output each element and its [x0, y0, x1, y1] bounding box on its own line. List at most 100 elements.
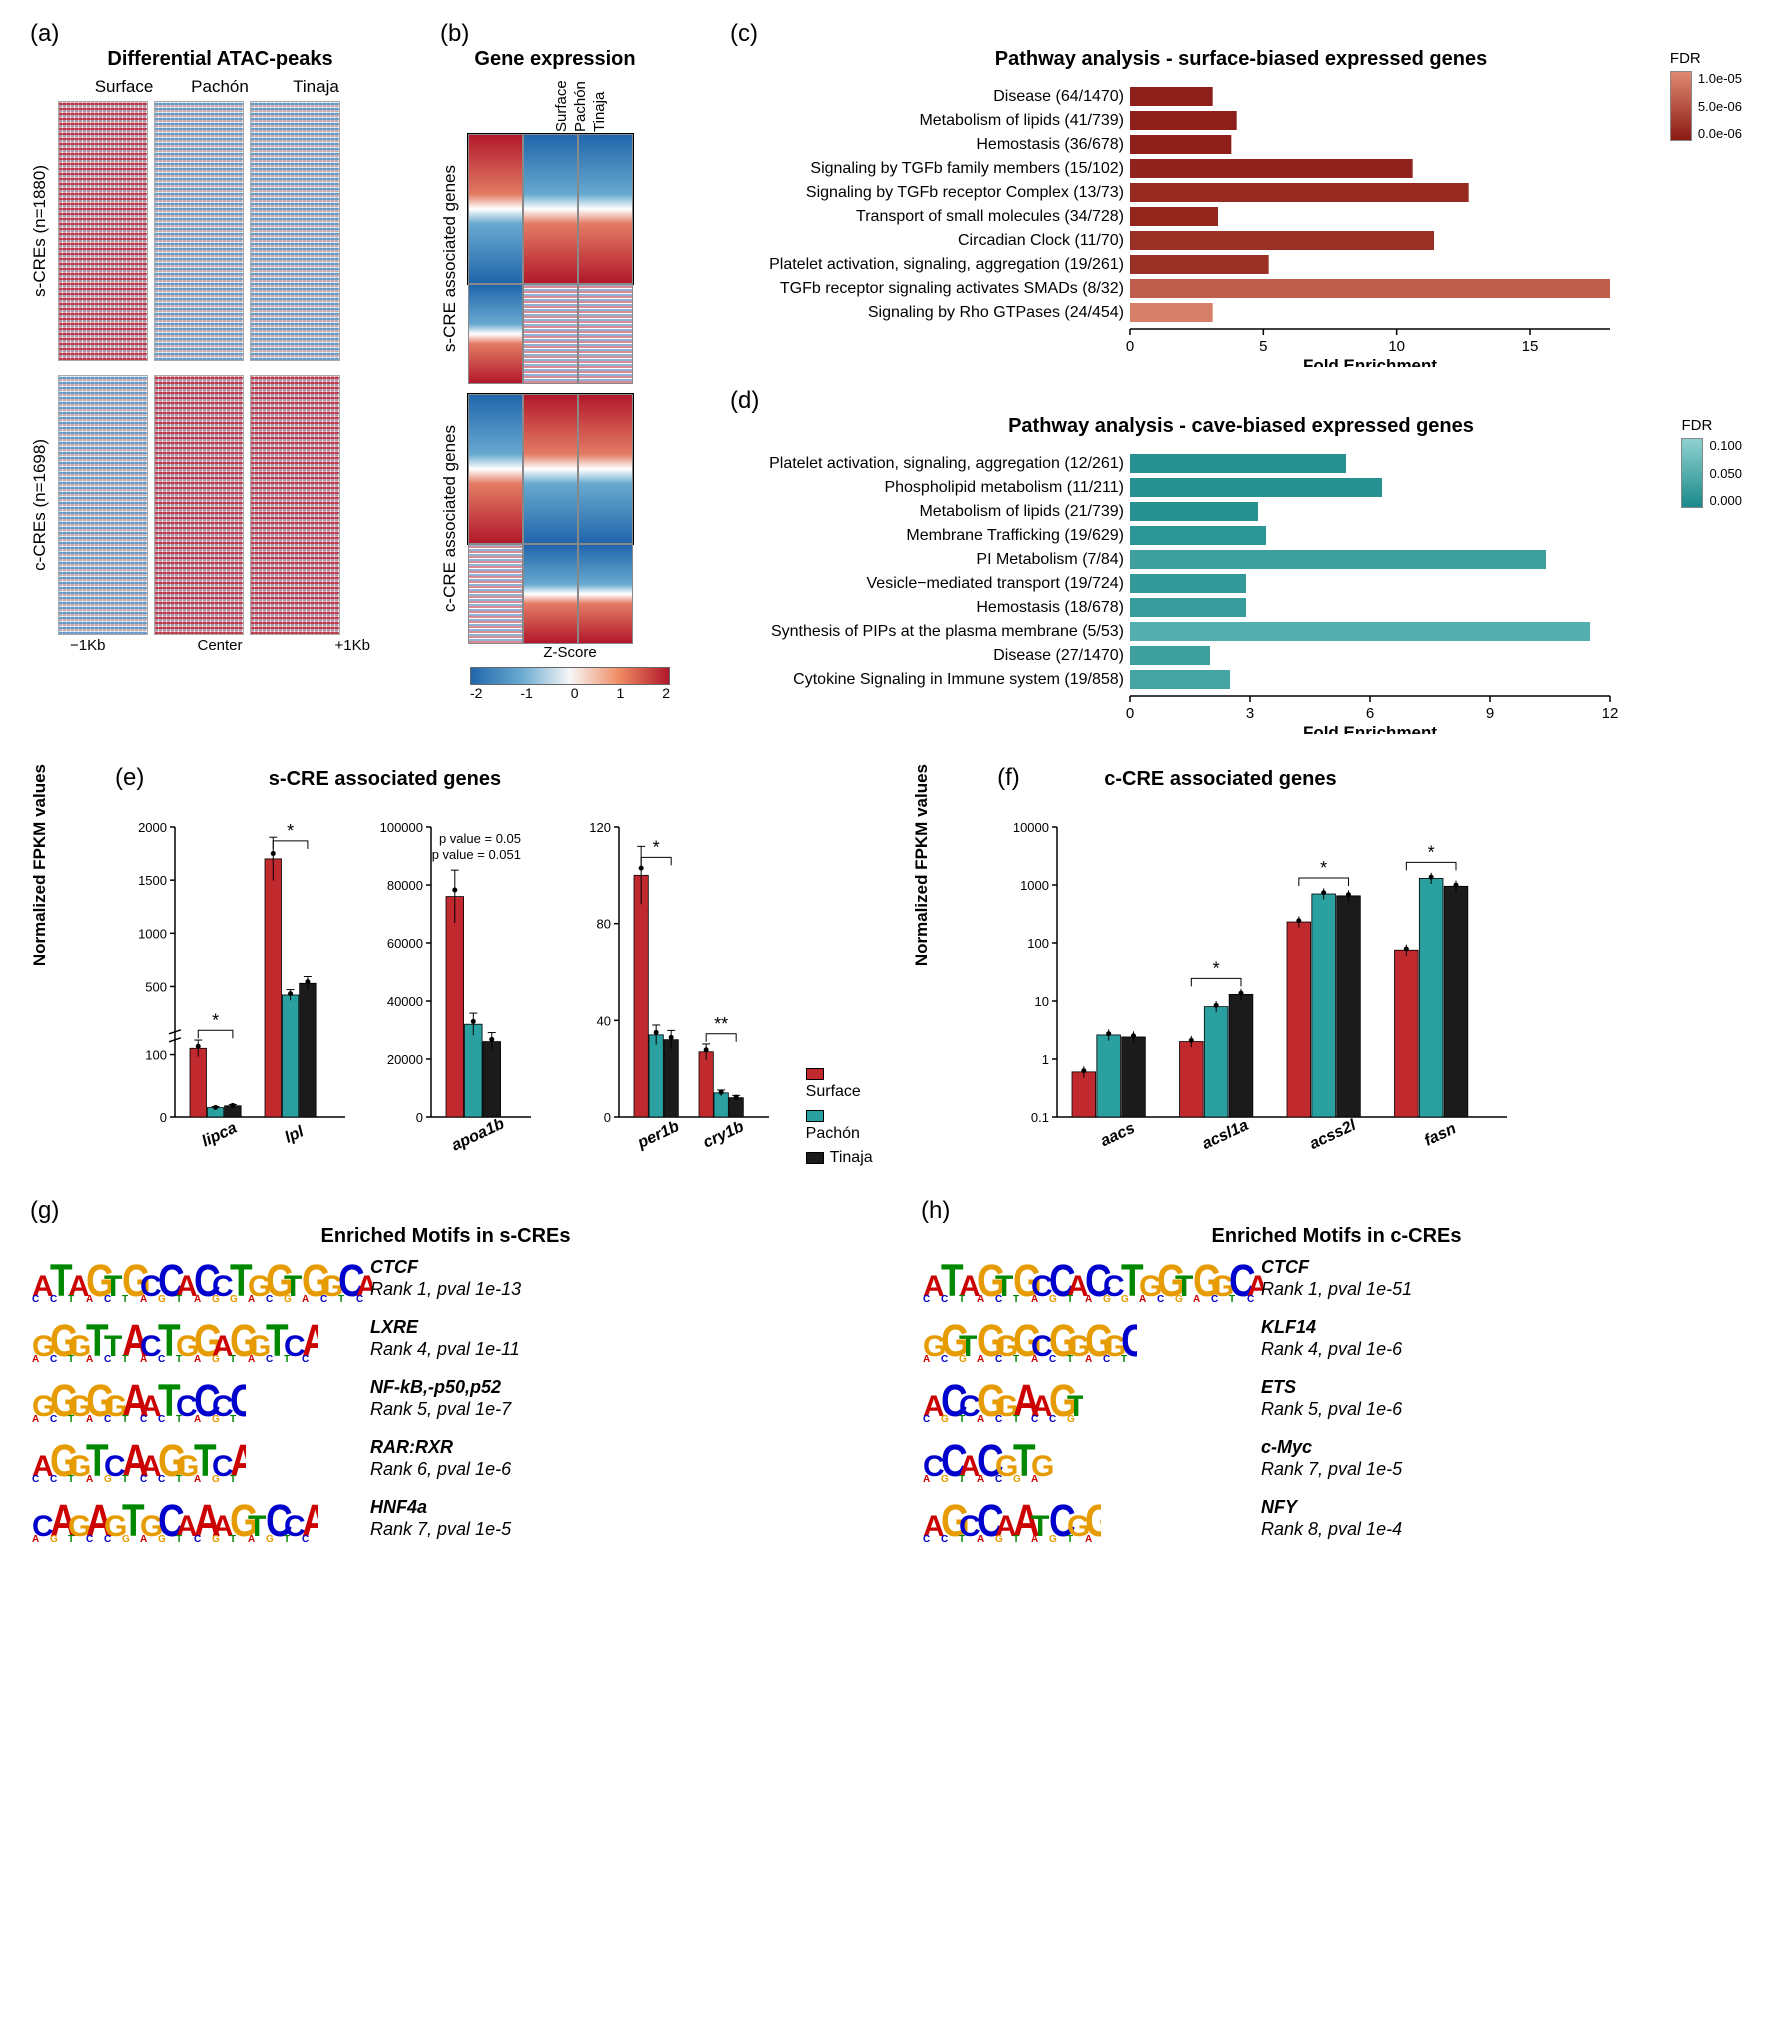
svg-text:*: * — [212, 1010, 219, 1030]
svg-text:C: C — [50, 1294, 57, 1304]
svg-text:C: C — [50, 1414, 57, 1424]
svg-text:G: G — [1067, 1414, 1075, 1424]
svg-text:T: T — [284, 1534, 290, 1544]
svg-text:T: T — [176, 1294, 182, 1304]
svg-text:A: A — [86, 1294, 93, 1304]
svg-text:G: G — [158, 1294, 166, 1304]
motif-meta: RAR:RXRRank 6, pval 1e-6 — [370, 1437, 511, 1480]
svg-text:G: G — [284, 1294, 292, 1304]
svg-text:*: * — [653, 837, 660, 857]
panel-a-xaxis: −1Kb Center +1Kb — [70, 637, 370, 654]
motif-logo: CACGATCAGCTGGA — [921, 1434, 1241, 1484]
svg-text:C: C — [104, 1534, 111, 1544]
svg-text:C: C — [995, 1474, 1002, 1484]
svg-text:80000: 80000 — [387, 878, 423, 893]
row-middle: Normalized FPKM values (e) s-CRE associa… — [30, 764, 1752, 1172]
svg-text:Disease (64/1470): Disease (64/1470) — [993, 88, 1124, 105]
svg-text:Synthesis of PIPs at the plasm: Synthesis of PIPs at the plasma membrane… — [771, 623, 1124, 640]
svg-text:A: A — [248, 1534, 255, 1544]
svg-text:A: A — [977, 1534, 984, 1544]
panel-e-ylabel: Normalized FPKM values — [30, 764, 50, 966]
svg-text:lipca: lipca — [199, 1119, 239, 1150]
svg-text:C: C — [302, 1534, 309, 1544]
svg-text:Signaling by TGFb receptor Com: Signaling by TGFb receptor Complex (13/7… — [806, 184, 1124, 201]
panel-d: (d) Pathway analysis - cave-biased expre… — [730, 387, 1752, 734]
svg-text:T: T — [122, 1474, 128, 1484]
svg-text:C: C — [194, 1534, 201, 1544]
svg-text:T: T — [176, 1414, 182, 1424]
svg-text:Membrane Trafficking (19/629): Membrane Trafficking (19/629) — [906, 527, 1124, 544]
svg-text:A: A — [32, 1354, 39, 1364]
panel-e-legend: Surface Pachón Tinaja — [806, 1065, 882, 1167]
svg-text:T: T — [176, 1474, 182, 1484]
svg-text:C: C — [320, 1294, 327, 1304]
motif-logo: GAGCTGGAGCGTCAGCGTGAGCCT — [921, 1314, 1241, 1364]
svg-text:C: C — [158, 1354, 165, 1364]
svg-text:T: T — [1067, 1294, 1073, 1304]
svg-text:A: A — [1085, 1354, 1092, 1364]
row-bottom: (g) Enriched Motifs in s-CREs ACTCATGATC… — [30, 1197, 1752, 1554]
motif-row: ACGCCTCAAGATTACGGTGANFYRank 8, pval 1e-4 — [921, 1494, 1752, 1544]
svg-text:100: 100 — [145, 1048, 167, 1063]
heatmap-track — [523, 394, 578, 544]
svg-text:2000: 2000 — [138, 820, 167, 835]
svg-text:T: T — [1013, 1354, 1019, 1364]
svg-text:C: C — [104, 1414, 111, 1424]
svg-text:A: A — [1031, 1294, 1038, 1304]
heatmap-track — [250, 375, 340, 635]
svg-text:T: T — [1121, 1354, 1127, 1364]
motif-meta: CTCFRank 1, pval 1e-13 — [370, 1257, 521, 1300]
svg-text:C: C — [140, 1474, 147, 1484]
svg-text:p value = 0.051: p value = 0.051 — [432, 847, 521, 862]
svg-text:G: G — [212, 1354, 220, 1364]
svg-text:Hemostasis (36/678): Hemostasis (36/678) — [976, 136, 1124, 153]
motif-meta: CTCFRank 1, pval 1e-51 — [1261, 1257, 1412, 1300]
heatmap-track — [523, 284, 578, 384]
svg-text:0: 0 — [604, 1110, 611, 1125]
svg-text:T: T — [959, 1474, 965, 1484]
motif-meta: HNF4aRank 7, pval 1e-5 — [370, 1497, 511, 1540]
svg-text:*: * — [287, 821, 294, 841]
panel-a-heatmap-scres: s-CREs (n=1880) — [30, 101, 410, 361]
svg-text:500: 500 — [145, 979, 167, 994]
svg-text:9: 9 — [1486, 705, 1494, 722]
motif-meta: NFYRank 8, pval 1e-4 — [1261, 1497, 1402, 1540]
motif-meta: ETSRank 5, pval 1e-6 — [1261, 1377, 1402, 1420]
svg-text:fasn: fasn — [1422, 1120, 1459, 1149]
svg-text:1000: 1000 — [138, 926, 167, 941]
panel-a-columns: Surface Pachón Tinaja — [30, 77, 410, 97]
heatmap-track — [58, 375, 148, 635]
svg-text:C: C — [1049, 1414, 1056, 1424]
svg-text:A: A — [194, 1414, 201, 1424]
svg-text:Signaling by TGFb family membe: Signaling by TGFb family members (15/102… — [810, 160, 1124, 177]
svg-text:T: T — [959, 1294, 965, 1304]
svg-text:T: T — [338, 1294, 344, 1304]
svg-text:A: A — [1193, 1294, 1200, 1304]
svg-text:G: G — [1013, 1474, 1021, 1484]
svg-text:T: T — [1067, 1534, 1073, 1544]
row-top: (a) Differential ATAC-peaks Surface Pach… — [30, 20, 1752, 734]
svg-text:Metabolism of lipids (21/739): Metabolism of lipids (21/739) — [919, 503, 1124, 520]
svg-text:A: A — [302, 1294, 309, 1304]
svg-text:A: A — [140, 1534, 147, 1544]
svg-text:C: C — [995, 1414, 1002, 1424]
svg-text:T: T — [1013, 1534, 1019, 1544]
svg-text:G: G — [1121, 1294, 1129, 1304]
svg-text:TGFb receptor signaling activa: TGFb receptor signaling activates SMADs … — [780, 280, 1124, 297]
svg-text:T: T — [122, 1414, 128, 1424]
svg-text:T: T — [230, 1474, 236, 1484]
panel-c-fdr-legend: FDR 1.0e-05 5.0e-06 0.0e-06 — [1670, 50, 1742, 141]
svg-text:G: G — [1175, 1294, 1183, 1304]
svg-text:12: 12 — [1602, 705, 1619, 722]
panel-e-chart1: 0100500100015002000*lipca*lpl — [115, 797, 347, 1167]
svg-text:G: G — [212, 1414, 220, 1424]
svg-text:6: 6 — [1366, 705, 1374, 722]
svg-text:Vesicle−mediated transport (19: Vesicle−mediated transport (19/724) — [867, 575, 1124, 592]
heatmap-track — [468, 134, 523, 284]
svg-text:C: C — [158, 1474, 165, 1484]
svg-text:60000: 60000 — [387, 936, 423, 951]
svg-text:Circadian Clock (11/70): Circadian Clock (11/70) — [958, 232, 1124, 249]
panel-cd-col: (c) Pathway analysis - surface-biased ex… — [730, 20, 1752, 734]
svg-text:C: C — [923, 1534, 930, 1544]
svg-text:C: C — [266, 1354, 273, 1364]
